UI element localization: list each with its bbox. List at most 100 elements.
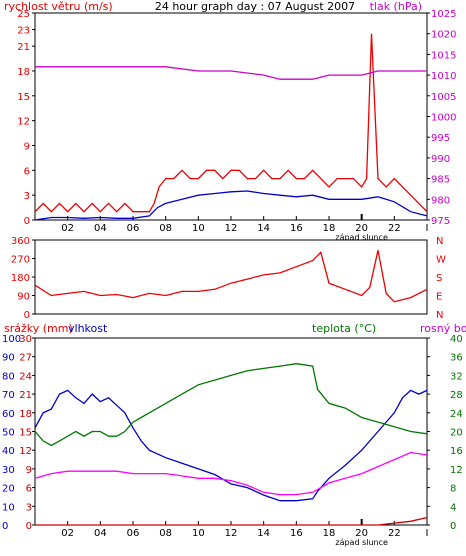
pressure-tick-label: 1010 — [431, 71, 456, 82]
rain-tick-label: 18 — [19, 409, 32, 420]
direction-letter: N — [436, 310, 443, 321]
wind-x-tick-label: 22 — [388, 223, 401, 234]
temperature-tick-label: 20 — [450, 428, 463, 439]
rain-tick-label: 30 — [19, 334, 32, 345]
temp-x-tick-label: 18 — [323, 528, 336, 539]
direction-letter: N — [436, 236, 443, 247]
rain-tick-label: 21 — [19, 390, 32, 401]
pressure-tick-label: 995 — [431, 133, 450, 144]
temp-x-tick-label: 22 — [388, 528, 401, 539]
direction-letter: E — [436, 292, 442, 303]
wind-plot-area — [34, 12, 428, 221]
temp-x-tick-label: 16 — [290, 528, 303, 539]
wind-tick-label: 21 — [17, 42, 30, 53]
dewpoint-axis-title: rosný bod — [420, 322, 466, 335]
avg-wind-series — [34, 190, 428, 221]
wind-x-tick-label: 18 — [323, 223, 336, 234]
pressure-tick-label: 990 — [431, 154, 450, 165]
direction-tick-label: 360 — [11, 236, 30, 247]
temp-x-tick-label: I — [426, 528, 429, 539]
rain-tick-label: 9 — [26, 465, 32, 476]
humidity-axis-title: vlhkost — [68, 322, 108, 335]
pressure-axis-title: tlak (hPa) — [370, 0, 422, 13]
pressure-tick-label: 1015 — [431, 50, 456, 61]
rain-tick-label: 3 — [26, 502, 32, 513]
humidity-tick-label: 0 — [2, 521, 8, 532]
rain-axis-title: srážky (mm) — [4, 322, 73, 335]
wind-x-tick-label: 16 — [290, 223, 303, 234]
wind-tick-label: 23 — [17, 26, 30, 37]
rain-tick-label: 12 — [19, 446, 32, 457]
temperature-tick-label: 32 — [450, 371, 463, 382]
pressure-series — [35, 66, 427, 80]
rain-tick-label: 0 — [26, 521, 32, 532]
direction-plot-area — [34, 239, 428, 315]
humidity-tick-label: 20 — [2, 484, 15, 495]
temperature-axis-title: teplota (°C) — [312, 322, 376, 335]
wind-x-tick-label: 12 — [225, 223, 238, 234]
temp-x-tick-label: 20 — [355, 528, 368, 539]
wind-direction-series — [34, 250, 428, 303]
wind-x-tick-label: 08 — [159, 223, 172, 234]
humidity-series — [34, 389, 428, 502]
rain-tick-label: 6 — [26, 484, 32, 495]
wind-x-tick-label: 20 — [355, 223, 368, 234]
temp-x-tick-label: 02 — [61, 528, 74, 539]
wind-tick-label: 6 — [24, 166, 30, 177]
humidity-tick-label: 80 — [2, 371, 15, 382]
direction-tick-label: 270 — [11, 255, 30, 266]
temperature-tick-label: 28 — [450, 390, 463, 401]
humidity-tick-label: 10 — [2, 502, 15, 513]
wind-tick-label: 18 — [17, 67, 30, 78]
chart-title: 24 hour graph day : 07 August 2007 — [155, 0, 355, 13]
pressure-tick-label: 1020 — [431, 30, 456, 41]
temperature-tick-label: 8 — [450, 484, 456, 495]
direction-tick-label: 180 — [11, 273, 30, 284]
wind-tick-label: 9 — [24, 141, 30, 152]
temperature-tick-label: 16 — [450, 446, 463, 457]
sunset-label: západ slunce — [335, 538, 388, 547]
pressure-tick-label: 1025 — [431, 9, 456, 20]
wind-x-tick-label: 02 — [61, 223, 74, 234]
wind-tick-label: 3 — [24, 191, 30, 202]
temp-x-tick-label: 10 — [192, 528, 205, 539]
pressure-tick-label: 980 — [431, 195, 450, 206]
humidity-tick-label: 90 — [2, 353, 15, 364]
direction-tick-label: 0 — [24, 310, 30, 321]
pressure-tick-label: 975 — [431, 216, 450, 227]
rain-tick-label: 27 — [19, 353, 32, 364]
wind-x-tick-label: I — [426, 223, 429, 234]
wind-x-tick-label: 04 — [94, 223, 107, 234]
temperature-tick-label: 4 — [450, 502, 456, 513]
wind-x-tick-label: 14 — [257, 223, 270, 234]
temp-x-tick-label: 12 — [225, 528, 238, 539]
humidity-tick-label: 70 — [2, 390, 15, 401]
temperature-tick-label: 24 — [450, 409, 463, 420]
sunset-label: západ slunce — [335, 233, 388, 242]
rain-tick-label: 24 — [19, 371, 32, 382]
wind-tick-label: 25 — [17, 9, 30, 20]
wind-x-tick-label: 06 — [127, 223, 140, 234]
rain-tick-label: 15 — [19, 428, 32, 439]
humidity-tick-label: 50 — [2, 428, 15, 439]
temperature-tick-label: 12 — [450, 465, 463, 476]
temperature-tick-label: 0 — [450, 521, 456, 532]
humidity-tick-label: 40 — [2, 446, 15, 457]
direction-letter: W — [436, 255, 446, 266]
direction-tick-label: 90 — [17, 292, 30, 303]
rain-series — [35, 516, 428, 526]
humidity-tick-label: 100 — [2, 334, 21, 345]
temperature-tick-label: 40 — [450, 334, 463, 345]
temp-x-tick-label: 04 — [94, 528, 107, 539]
wind-tick-label: 0 — [24, 216, 30, 227]
wind-axis-title: rychlost větru (m/s) — [4, 0, 113, 13]
direction-letter: S — [436, 273, 442, 284]
pressure-tick-label: 1000 — [431, 113, 456, 124]
dewpoint-series — [34, 451, 428, 496]
temperature-series — [34, 363, 428, 447]
wind-speed-series — [34, 33, 428, 213]
temp-x-tick-label: 14 — [257, 528, 270, 539]
temp-x-tick-label: 08 — [159, 528, 172, 539]
